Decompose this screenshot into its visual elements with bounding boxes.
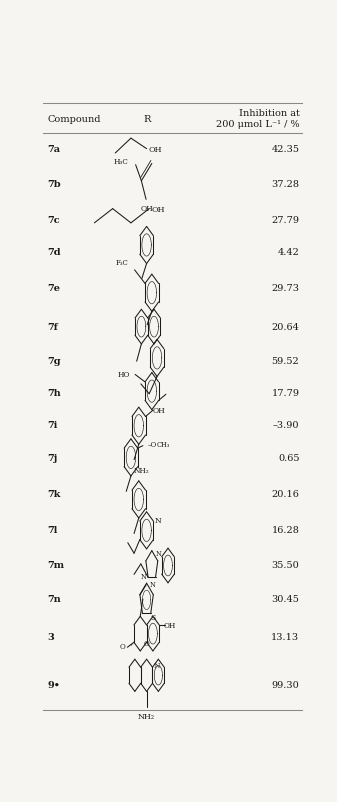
Text: 7c: 7c: [47, 216, 60, 225]
Text: 13.13: 13.13: [271, 633, 299, 642]
Text: F₃C: F₃C: [116, 259, 129, 267]
Text: 59.52: 59.52: [272, 357, 299, 366]
Text: 0.65: 0.65: [278, 453, 299, 462]
Text: 7d: 7d: [47, 247, 61, 257]
Text: N: N: [156, 550, 162, 557]
Text: NH₂: NH₂: [133, 466, 149, 474]
Text: 99.30: 99.30: [272, 680, 299, 689]
Text: –3.90: –3.90: [273, 420, 299, 430]
Text: 37.28: 37.28: [271, 180, 299, 189]
Text: NH₂: NH₂: [138, 712, 155, 720]
Text: OH: OH: [149, 145, 162, 153]
Text: Inhibition at
200 μmol L⁻¹ / %: Inhibition at 200 μmol L⁻¹ / %: [216, 109, 299, 129]
Text: 16.28: 16.28: [272, 525, 299, 534]
Text: 7e: 7e: [47, 284, 60, 293]
Text: 7a: 7a: [47, 144, 60, 153]
Text: 27.79: 27.79: [271, 216, 299, 225]
Text: OH: OH: [141, 205, 153, 213]
Text: 29.73: 29.73: [271, 284, 299, 293]
Text: 3: 3: [47, 633, 54, 642]
Text: N: N: [154, 516, 161, 525]
Text: 7j: 7j: [47, 453, 58, 462]
Text: 20.64: 20.64: [272, 322, 299, 332]
Text: OH: OH: [163, 622, 176, 630]
Text: O: O: [144, 639, 149, 647]
Text: 35.50: 35.50: [272, 560, 299, 569]
Text: 7b: 7b: [47, 180, 61, 189]
Text: 17.79: 17.79: [271, 388, 299, 397]
Text: N: N: [149, 580, 155, 588]
Text: 7k: 7k: [47, 489, 61, 498]
Text: R: R: [143, 115, 150, 124]
Text: 7h: 7h: [47, 388, 61, 397]
Text: 30.45: 30.45: [272, 594, 299, 603]
Text: 7l: 7l: [47, 525, 58, 534]
Text: 7i: 7i: [47, 420, 58, 430]
Text: N: N: [141, 572, 147, 580]
Text: O: O: [120, 642, 126, 650]
Text: OH: OH: [151, 205, 164, 213]
Text: 7n: 7n: [47, 594, 61, 603]
Text: HO: HO: [118, 371, 130, 379]
Text: 42.35: 42.35: [271, 144, 299, 153]
Text: 7m: 7m: [47, 560, 64, 569]
Text: S: S: [151, 614, 156, 622]
Text: CH₃: CH₃: [157, 441, 171, 449]
Text: 9•: 9•: [47, 680, 60, 689]
Text: –O: –O: [148, 441, 157, 449]
Text: OH: OH: [152, 407, 165, 415]
Text: Compound: Compound: [47, 115, 101, 124]
Text: 4.42: 4.42: [277, 247, 299, 257]
Text: 20.16: 20.16: [272, 489, 299, 498]
Text: H₃C: H₃C: [114, 158, 129, 166]
Text: 7g: 7g: [47, 357, 61, 366]
Text: 7f: 7f: [47, 322, 58, 332]
Text: N: N: [153, 662, 160, 670]
